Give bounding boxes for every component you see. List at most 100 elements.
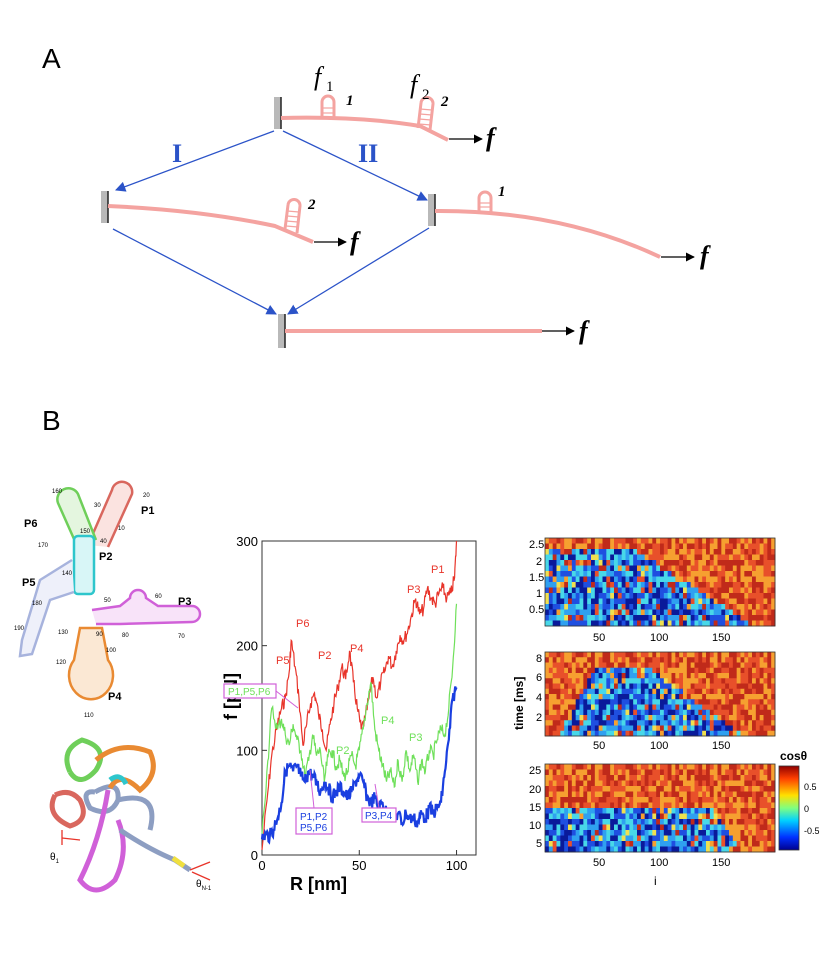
heatmap-cell <box>752 764 757 770</box>
heatmap-cell <box>771 609 776 616</box>
heatmap-cell <box>656 620 661 627</box>
heatmap-cell <box>545 699 550 705</box>
heatmap-cell <box>564 688 569 695</box>
heatmap-cell <box>683 704 688 711</box>
heatmap-cell <box>571 615 577 621</box>
heatmap-cell <box>713 543 718 550</box>
heatmap-cell <box>763 780 768 787</box>
heatmap-cell <box>755 554 761 561</box>
heatmap-cell <box>683 780 688 787</box>
heatmap-cell <box>679 730 684 737</box>
heatmap-cell <box>667 824 672 831</box>
heatmap-cell <box>721 797 726 803</box>
heatmap-cell <box>686 775 692 781</box>
heatmap-cell <box>633 565 638 572</box>
heatmap-cell <box>591 652 596 658</box>
heatmap-cell <box>663 683 669 690</box>
heatmap-cell <box>617 846 623 853</box>
heatmap-cell <box>771 819 776 825</box>
heatmap-cell <box>663 598 669 605</box>
heatmap-cell <box>583 688 588 695</box>
heatmap-cell <box>706 808 711 814</box>
heatmap-cell <box>637 688 642 695</box>
heatmap-cell <box>690 775 695 781</box>
heatmap-cell <box>694 571 699 577</box>
heatmap-cell <box>744 683 749 690</box>
heatmap-cell <box>683 802 688 809</box>
heatmap-cell <box>640 813 646 820</box>
heatmap-cell <box>675 709 680 716</box>
heatmap-cell <box>679 769 684 776</box>
heatmap-cell <box>713 615 718 621</box>
heatmap-cell <box>633 835 638 842</box>
heatmap-cell <box>640 694 646 700</box>
heatmap-cell <box>583 615 588 621</box>
heatmap-cell <box>767 587 772 594</box>
heatmap-cell <box>602 841 607 847</box>
helix-P6: P6 <box>24 487 98 549</box>
heatmap-cell <box>637 769 642 776</box>
heatmap-cell <box>648 699 653 705</box>
heatmap-cell <box>587 846 592 853</box>
heatmap-cell <box>656 543 661 550</box>
heatmap-cell <box>594 694 600 700</box>
heatmap-cell <box>583 694 588 700</box>
heatmap-cell <box>759 667 764 674</box>
heatmap-cell <box>660 549 665 555</box>
state-left: 2 f <box>101 191 361 256</box>
heatmap-cell <box>709 830 715 836</box>
heatmap-cell <box>552 841 557 847</box>
heatmap-cell <box>709 652 715 658</box>
heatmap-cell <box>556 725 561 732</box>
heatmap-cell <box>617 571 623 577</box>
heatmap-cell <box>698 565 703 572</box>
rna-right <box>434 208 661 259</box>
heatmap-cell <box>617 678 623 684</box>
heatmap-cell <box>548 819 554 825</box>
heatmap-cell <box>729 769 734 776</box>
heatmap-cell <box>679 725 684 732</box>
heatmap-cell <box>721 694 726 700</box>
heatmap-cell <box>663 725 669 732</box>
heatmap-cell <box>602 657 607 663</box>
heatmap-cell <box>725 604 730 610</box>
heatmap-cell <box>652 797 657 803</box>
panel-b-letter: B <box>42 405 61 436</box>
heatmap-cell <box>644 549 649 555</box>
heatmap-cell <box>640 543 646 550</box>
heatmap-cell <box>571 704 577 711</box>
state-top: f 1 f 2 1 2 f <box>274 62 497 152</box>
heatmap-cell <box>652 802 657 809</box>
heatmap-cell <box>556 791 561 798</box>
heatmap-cell <box>759 704 764 711</box>
heatmap-cell <box>629 808 634 814</box>
heatmap-cell <box>713 730 718 737</box>
helix-label-P5: P5 <box>22 577 35 589</box>
heatmap-cell <box>621 615 626 621</box>
heatmap-cell <box>571 830 577 836</box>
heatmap-cell <box>763 797 768 803</box>
heatmap-cell <box>602 678 607 684</box>
heatmap-cell <box>709 846 715 853</box>
heatmap-cell <box>752 538 757 544</box>
heatmap-cell <box>767 576 772 583</box>
heatmap-cell <box>717 819 722 825</box>
heatmap-cell <box>698 549 703 555</box>
heatmap-cell <box>617 662 623 669</box>
heatmap-cell <box>637 802 642 809</box>
heatmap-cell <box>614 813 619 820</box>
heatmap-cell <box>625 797 630 803</box>
heatmap-cell <box>744 598 749 605</box>
heatmap-cell <box>771 678 776 684</box>
heatmap-cell <box>606 802 611 809</box>
heatmap-cell <box>706 652 711 658</box>
heatmap-cell <box>702 554 707 561</box>
heatmap-cell <box>610 609 615 616</box>
heatmap-cell <box>556 830 561 836</box>
heatmap-cell <box>560 652 565 658</box>
heatmap-cell <box>755 587 761 594</box>
heatmap-cell <box>729 615 734 621</box>
heatmap-cell <box>767 808 772 814</box>
heatmap-cell <box>660 824 665 831</box>
heatmap-cell <box>560 678 565 684</box>
